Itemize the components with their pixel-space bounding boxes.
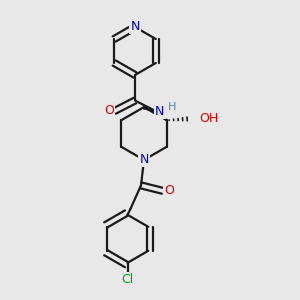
Text: N: N bbox=[130, 20, 140, 34]
Text: O: O bbox=[164, 184, 174, 197]
Text: Cl: Cl bbox=[122, 273, 134, 286]
Text: N: N bbox=[155, 105, 165, 118]
Text: OH: OH bbox=[199, 112, 218, 125]
Text: N: N bbox=[139, 153, 149, 167]
Text: O: O bbox=[104, 104, 114, 118]
Polygon shape bbox=[143, 105, 155, 111]
Text: H: H bbox=[168, 102, 176, 112]
